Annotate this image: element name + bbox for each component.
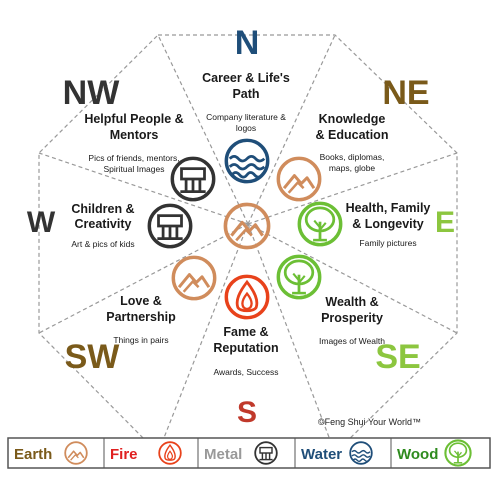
mountain-icon bbox=[276, 156, 322, 202]
direction-nw: NW bbox=[63, 74, 121, 112]
direction-n: N bbox=[235, 24, 260, 62]
career-title-2: Path bbox=[232, 87, 259, 101]
children-title-2: Creativity bbox=[75, 217, 132, 231]
legend-metal-label: Metal bbox=[204, 446, 242, 463]
legend-fire-label: Fire bbox=[110, 446, 138, 463]
element-legend: Earth Fire Metal Water Wood bbox=[7, 437, 491, 469]
knowledge-sub-1: Books, diplomas, bbox=[320, 152, 385, 162]
helpful-title-1: Helpful People & bbox=[84, 112, 183, 126]
wealth-title-2: Prosperity bbox=[321, 311, 383, 325]
area-fame: Fame & Reputation Awards, Success bbox=[213, 325, 278, 377]
career-title-1: Career & Life's bbox=[202, 71, 290, 85]
children-sub-1: Art & pics of kids bbox=[71, 239, 134, 249]
mountain-icon bbox=[223, 202, 271, 250]
knowledge-title-1: Knowledge bbox=[319, 112, 386, 126]
octagon-outline bbox=[38, 34, 458, 454]
knowledge-sub-2: maps, globe bbox=[329, 163, 376, 173]
fame-title-1: Fame & bbox=[223, 325, 268, 339]
copyright-text: ©Feng Shui Your World™ bbox=[318, 417, 421, 427]
area-knowledge: Knowledge & Education Books, diplomas, m… bbox=[316, 112, 389, 173]
mountain-icon bbox=[171, 255, 217, 301]
wealth-sub-1: Images of Wealth bbox=[319, 336, 385, 346]
love-title-1: Love & bbox=[120, 294, 162, 308]
helpful-title-2: Mentors bbox=[110, 128, 159, 142]
career-sub-1: Company literature & bbox=[206, 112, 286, 122]
health-title-1: Health, Family bbox=[346, 201, 431, 215]
love-title-2: Partnership bbox=[106, 310, 176, 324]
area-health: Health, Family & Longevity Family pictur… bbox=[346, 201, 431, 248]
tree-icon bbox=[297, 201, 343, 247]
legend-frame bbox=[7, 437, 491, 469]
area-career: Career & Life's Path Company literature … bbox=[202, 71, 290, 133]
tree-icon bbox=[276, 254, 322, 300]
legend-wood-label: Wood bbox=[397, 446, 438, 463]
wealth-title-1: Wealth & bbox=[325, 295, 378, 309]
love-sub-1: Things in pairs bbox=[113, 335, 168, 345]
direction-se: SE bbox=[375, 338, 420, 376]
helpful-sub-2: Spiritual Images bbox=[104, 164, 165, 174]
legend-earth-label: Earth bbox=[14, 446, 52, 463]
metal-icon bbox=[170, 156, 216, 202]
legend-water-label: Water bbox=[301, 446, 342, 463]
health-title-2: & Longevity bbox=[352, 217, 424, 231]
area-love: Love & Partnership Things in pairs bbox=[106, 294, 176, 345]
area-helpful: Helpful People & Mentors Pics of friends… bbox=[84, 112, 183, 174]
career-sub-2: logos bbox=[236, 123, 256, 133]
direction-w: W bbox=[27, 206, 56, 239]
metal-icon bbox=[147, 203, 193, 249]
direction-sw: SW bbox=[65, 338, 121, 376]
direction-ne: NE bbox=[382, 74, 429, 112]
health-sub-1: Family pictures bbox=[359, 238, 416, 248]
direction-e: E bbox=[435, 206, 455, 239]
helpful-sub-1: Pics of friends, mentors, bbox=[88, 153, 179, 163]
sector-dividers bbox=[38, 34, 458, 454]
flame-icon bbox=[224, 274, 270, 320]
fame-sub-1: Awards, Success bbox=[213, 367, 278, 377]
water-icon bbox=[224, 138, 270, 184]
children-title-1: Children & bbox=[71, 202, 134, 216]
direction-s: S bbox=[237, 396, 257, 429]
fame-title-2: Reputation bbox=[213, 341, 278, 355]
area-wealth: Wealth & Prosperity Images of Wealth bbox=[319, 295, 385, 346]
knowledge-title-2: & Education bbox=[316, 128, 389, 142]
area-children: Children & Creativity Art & pics of kids bbox=[71, 202, 134, 249]
